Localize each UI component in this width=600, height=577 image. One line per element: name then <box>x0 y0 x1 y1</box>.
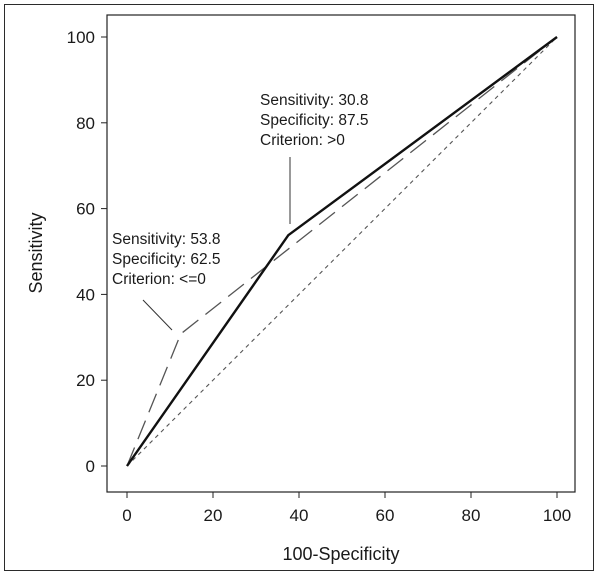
annotation-line: Criterion: >0 <box>260 132 345 149</box>
x-tick-label: 40 <box>290 506 309 525</box>
x-axis-title: 100-Specificity <box>282 544 399 564</box>
x-axis-ticks: 0 20 40 60 80 100 <box>122 492 571 525</box>
y-tick-label: 100 <box>67 28 95 47</box>
y-tick-label: 40 <box>76 285 95 304</box>
annotations: Sensitivity: 30.8 Specificity: 87.5 Criter… <box>112 92 369 331</box>
x-tick-label: 0 <box>122 506 131 525</box>
annotation-line: Sensitivity: 30.8 <box>260 92 369 109</box>
annotation-line: Criterion: <=0 <box>112 271 206 288</box>
y-axis-ticks: 0 20 40 60 80 100 <box>67 28 107 476</box>
series-line-short-dash <box>126 36 558 467</box>
series-line-solid <box>126 36 558 467</box>
y-axis-title: Sensitivity <box>26 212 46 293</box>
x-tick-label: 20 <box>204 506 223 525</box>
x-tick-label: 80 <box>462 506 481 525</box>
y-tick-label: 60 <box>76 200 95 219</box>
annotation-line: Specificity: 87.5 <box>260 112 369 129</box>
annotation-leader <box>142 299 173 331</box>
series-line-long-dash <box>126 36 558 467</box>
y-tick-label: 20 <box>76 371 95 390</box>
series-layer <box>126 36 558 467</box>
x-tick-label: 60 <box>376 506 395 525</box>
y-tick-label: 0 <box>86 457 95 476</box>
plot-area <box>106 14 576 493</box>
y-tick-label: 80 <box>76 114 95 133</box>
annotation-line: Sensitivity: 53.8 <box>112 231 221 248</box>
x-tick-label: 100 <box>543 506 571 525</box>
annotation-line: Specificity: 62.5 <box>112 251 221 268</box>
